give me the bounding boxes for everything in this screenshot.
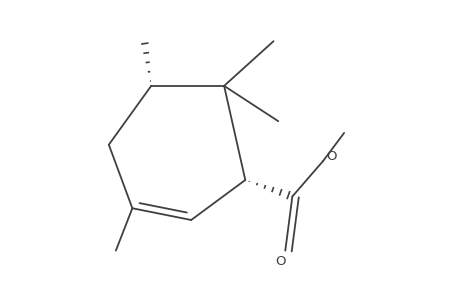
Text: O: O: [325, 150, 336, 163]
Text: O: O: [275, 255, 285, 268]
